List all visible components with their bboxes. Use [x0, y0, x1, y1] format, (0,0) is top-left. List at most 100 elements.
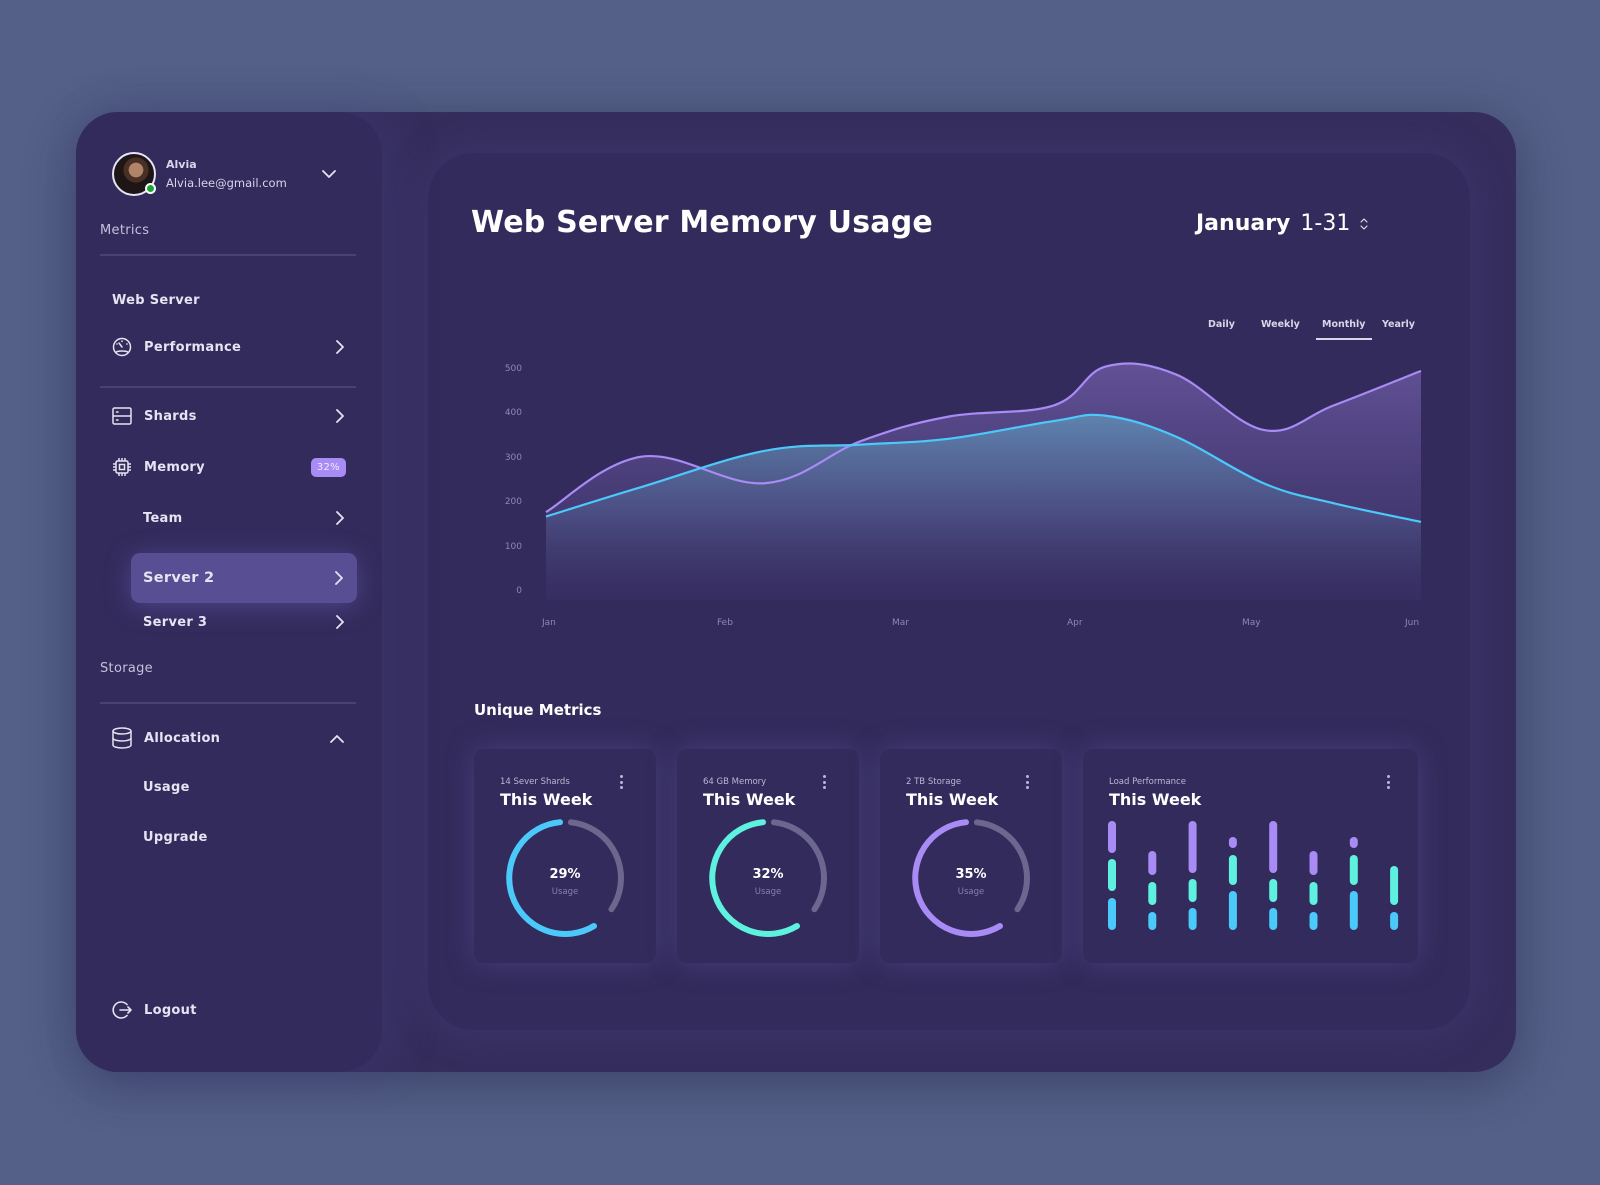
load-bar-segment [1349, 837, 1358, 848]
load-bar-segment [1269, 879, 1278, 902]
divider [100, 254, 356, 256]
more-options-icon[interactable] [1022, 775, 1032, 789]
load-bar-segment [1188, 879, 1197, 902]
y-axis-tick: 300 [504, 452, 522, 463]
chevron-up-icon [330, 734, 344, 743]
nav-server-2[interactable]: Server 2 [131, 553, 357, 603]
usage-value: 32% [752, 867, 784, 882]
date-range-selector[interactable]: January 1-31 [1196, 211, 1368, 236]
nav-usage-label: Usage [143, 779, 190, 795]
more-options-icon[interactable] [616, 775, 626, 789]
nav-team[interactable]: Team [131, 503, 344, 533]
load-bar-segment [1228, 891, 1237, 930]
nav-memory[interactable]: Memory 32% [112, 452, 346, 482]
nav-server-3-label: Server 3 [143, 614, 208, 630]
load-bar-segment [1188, 908, 1197, 930]
nav-usage[interactable]: Usage [131, 772, 344, 802]
card-title: This Week [703, 790, 796, 809]
usage-label: Usage [957, 887, 985, 897]
load-bar-segment [1188, 821, 1197, 873]
load-bar-segment [1269, 908, 1278, 930]
y-axis-tick: 100 [504, 541, 522, 552]
x-axis-tick: Apr [1067, 618, 1083, 628]
card-subtitle: 2 TB Storage [906, 777, 962, 787]
avatar [112, 152, 156, 196]
page-title: Web Server Memory Usage [471, 205, 933, 240]
online-status-icon [145, 183, 156, 194]
range-days: 1-31 [1300, 211, 1351, 236]
load-bar-segment [1108, 859, 1116, 891]
nav-allocation[interactable]: Allocation [112, 723, 344, 753]
usage-value: 35% [955, 867, 987, 882]
logout-icon [112, 1000, 132, 1020]
nav-web-server[interactable]: Web Server [112, 285, 344, 315]
y-axis-tick: 200 [504, 497, 522, 508]
chevron-right-icon [336, 615, 344, 629]
nav-server-3[interactable]: Server 3 [131, 607, 344, 637]
memory-usage-badge: 32% [310, 457, 346, 477]
logout-button[interactable]: Logout [112, 995, 344, 1025]
x-axis-tick: May [1242, 618, 1261, 628]
metric-card-memory: 64 GB Memory This Week 32% Usage [677, 749, 859, 963]
range-month: January [1196, 211, 1291, 236]
y-axis-tick: 0 [516, 586, 522, 596]
nav-allocation-label: Allocation [144, 730, 221, 746]
main-panel: Web Server Memory Usage January 1-31 Dai… [428, 153, 1470, 1030]
load-bar-segment [1309, 882, 1318, 905]
purple-area [546, 363, 1421, 600]
load-bar-segment [1148, 851, 1157, 875]
period-tabs: Daily Weekly Monthly Yearly [1196, 313, 1415, 343]
nav-upgrade[interactable]: Upgrade [131, 822, 344, 852]
usage-ring [506, 819, 624, 937]
nav-shards[interactable]: Shards [112, 401, 344, 431]
tab-yearly[interactable]: Yearly [1382, 319, 1415, 330]
usage-ring [709, 819, 827, 937]
load-bar-segment [1349, 855, 1358, 885]
chevron-right-icon [335, 571, 343, 585]
divider [100, 702, 356, 704]
chevron-right-icon [336, 409, 344, 423]
load-bar-segment [1390, 866, 1399, 905]
more-options-icon[interactable] [1383, 775, 1393, 789]
load-bar-segment [1269, 821, 1278, 873]
cyan-line [545, 413, 1422, 523]
load-bar-segment [1309, 912, 1318, 930]
more-options-icon[interactable] [819, 775, 829, 789]
profile-menu[interactable]: Alvia Alvia.lee@gmail.com [112, 152, 352, 196]
usage-label: Usage [754, 887, 782, 897]
card-subtitle: 14 Sever Shards [500, 777, 570, 787]
usage-label: Usage [551, 887, 579, 897]
profile-name: Alvia [166, 158, 197, 171]
card-subtitle: Load Performance [1109, 777, 1186, 787]
tab-weekly[interactable]: Weekly [1261, 319, 1300, 330]
x-axis-tick: Feb [717, 618, 733, 628]
up-down-stepper-icon[interactable] [1360, 217, 1368, 231]
nav-performance[interactable]: Performance [112, 332, 344, 362]
nav-web-server-label: Web Server [112, 292, 200, 308]
nav-shards-label: Shards [144, 408, 197, 424]
x-axis-tick: Jan [542, 618, 556, 628]
nav-team-label: Team [143, 510, 183, 526]
unique-metrics-heading: Unique Metrics [474, 701, 602, 719]
gauge-icon [112, 337, 132, 357]
database-icon [112, 727, 132, 749]
x-axis-tick: Jun [1405, 618, 1420, 628]
usage-value: 29% [549, 867, 581, 882]
load-bar-segment [1148, 882, 1157, 905]
load-bar-segment [1228, 837, 1237, 848]
chevron-down-icon[interactable] [322, 164, 336, 183]
card-title: This Week [1109, 790, 1202, 809]
usage-ring [912, 819, 1030, 937]
logout-label: Logout [144, 1002, 197, 1018]
divider [100, 386, 356, 388]
server-rack-icon [112, 406, 132, 426]
tab-monthly[interactable]: Monthly [1316, 319, 1371, 340]
purple-line [545, 362, 1422, 514]
card-title: This Week [906, 790, 999, 809]
load-bar-segment [1108, 898, 1116, 930]
load-bar-segment [1349, 891, 1358, 930]
load-bar-segment [1309, 851, 1318, 875]
tab-daily[interactable]: Daily [1208, 319, 1236, 330]
section-label-metrics: Metrics [100, 223, 150, 238]
load-bar-segment [1108, 821, 1116, 853]
